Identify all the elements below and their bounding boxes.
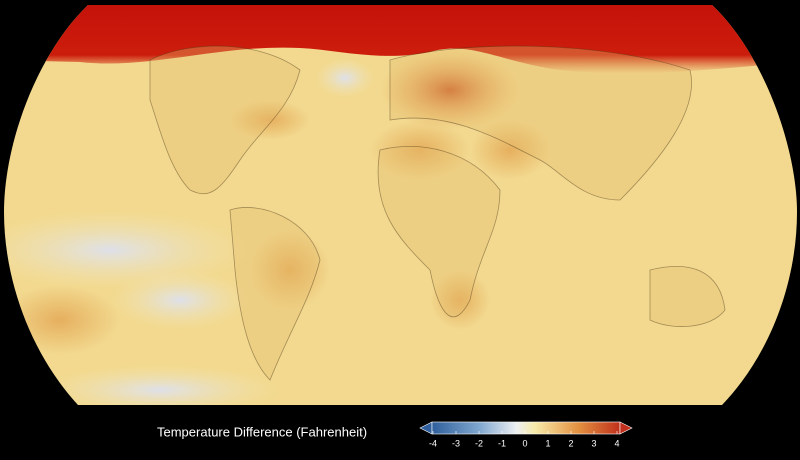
legend-title: Temperature Difference (Fahrenheit) xyxy=(157,424,367,439)
colorbar-tick-label: 2 xyxy=(568,438,573,448)
arctic-warming xyxy=(4,5,797,74)
warm-patch xyxy=(230,100,310,140)
colorbar-tick-label: -2 xyxy=(475,438,483,448)
colorbar-tick-label: 4 xyxy=(614,438,619,448)
cool-patch xyxy=(40,365,280,405)
warm-patch xyxy=(250,230,330,310)
colorbar-tick-label: -3 xyxy=(452,438,460,448)
colorbar-low-arrow xyxy=(419,421,433,435)
colorbar-tick-label: 0 xyxy=(522,438,527,448)
warm-patch xyxy=(370,120,470,180)
land-outlines xyxy=(149,45,726,381)
colorbar-gradient xyxy=(431,421,621,435)
colorbar-tick-label: -4 xyxy=(429,438,437,448)
warm-patch xyxy=(470,120,550,180)
hot-patch xyxy=(380,50,520,130)
warm-patch xyxy=(430,270,490,330)
colorbar-tick-label: 3 xyxy=(591,438,596,448)
warm-patch xyxy=(4,285,120,355)
colorbar-high-arrow xyxy=(619,421,633,435)
colorbar-tick-label: -1 xyxy=(498,438,506,448)
cool-patch xyxy=(110,270,250,330)
temperature-map xyxy=(4,5,797,405)
cool-patch xyxy=(315,58,375,98)
colorbar xyxy=(419,421,633,435)
colorbar-tick-label: 1 xyxy=(545,438,550,448)
